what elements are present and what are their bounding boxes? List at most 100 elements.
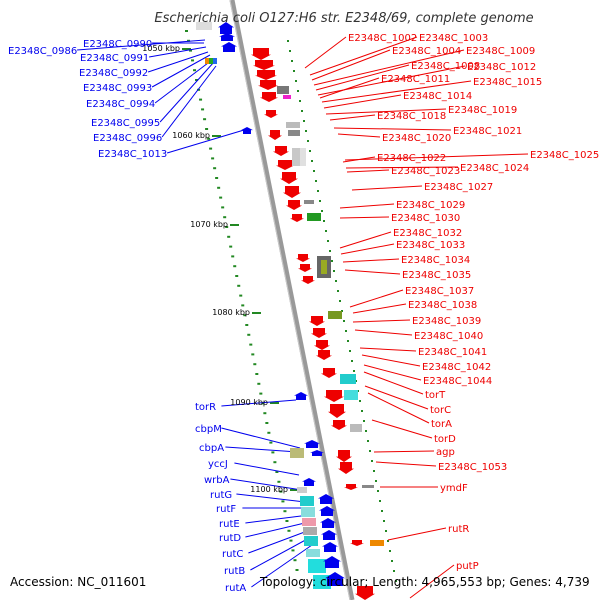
gene-label-reverse: torT <box>425 390 446 401</box>
gene-reverse <box>268 130 282 140</box>
gene-label-reverse: E2348C_1004 <box>392 46 461 57</box>
gene-connector-forward <box>154 59 213 104</box>
gene-connector-reverse <box>340 243 395 255</box>
gene-feature <box>362 485 374 488</box>
ruler-label: 1090 kbp <box>230 398 268 407</box>
ruler-dot-outer <box>347 340 349 342</box>
gene-connector-reverse <box>309 36 418 76</box>
ruler-dot-outer <box>379 500 381 502</box>
gene-label-reverse: E2348C_1033 <box>396 240 465 251</box>
gene-label-reverse: E2348C_1018 <box>377 111 446 122</box>
gene-label-reverse: E2348C_1023 <box>391 166 460 177</box>
ruler-dot-outer <box>373 470 375 472</box>
ruler-dot-outer <box>305 130 307 132</box>
gene-label-reverse: putP <box>456 561 479 572</box>
gene-label-forward: E2348C_1013 <box>98 149 167 160</box>
gene-connector-reverse <box>352 303 407 314</box>
ruler-dot-outer <box>335 280 337 282</box>
gene-feature <box>306 549 320 557</box>
ruler-dot-outer <box>361 410 363 412</box>
gene-reverse <box>301 276 315 284</box>
ruler-dot <box>237 284 241 287</box>
ruler-dot-outer <box>325 230 327 232</box>
gene-label-reverse: torD <box>434 434 456 445</box>
ruler-dot-outer <box>387 540 389 542</box>
gene-forward <box>218 22 234 34</box>
ruler-dot <box>245 324 249 326</box>
ruler-dot-outer <box>375 480 377 482</box>
gene-connector-reverse <box>329 114 376 121</box>
ruler-dot-outer <box>303 120 305 122</box>
ruler-dot-outer <box>289 50 291 52</box>
gene-connector-forward <box>77 39 206 51</box>
ruler-dot-outer <box>343 320 345 322</box>
gene-feature <box>300 496 314 506</box>
gene-connector-reverse <box>361 354 421 367</box>
ruler-dot <box>277 480 281 483</box>
gene-forward <box>319 506 335 516</box>
gene-connector-forward <box>151 54 211 88</box>
gene-feature <box>350 424 362 432</box>
ruler-dot <box>191 59 195 62</box>
map-features <box>77 0 529 600</box>
gene-reverse <box>253 60 275 70</box>
gene-forward <box>221 42 237 52</box>
gene-label-reverse: E2348C_1040 <box>414 331 483 342</box>
gene-connector-reverse <box>342 258 400 263</box>
gene-connector-reverse <box>342 156 376 163</box>
ruler-dot <box>249 343 253 346</box>
gene-label-reverse: E2348C_1019 <box>448 105 517 116</box>
ruler-dot <box>265 422 269 424</box>
gene-connector-reverse <box>311 49 391 81</box>
gene-label-forward: rutD <box>219 533 241 544</box>
gene-label-reverse: torC <box>430 405 451 416</box>
gene-forward <box>318 494 334 504</box>
ruler-tick <box>182 48 191 50</box>
gene-reverse <box>350 540 364 546</box>
gene-other <box>213 58 217 64</box>
gene-feature <box>302 518 316 526</box>
ruler-dot <box>185 30 188 32</box>
gene-label-reverse: E2348C_1002 <box>348 33 417 44</box>
ruler-dot <box>285 520 289 522</box>
gene-label-forward: rutC <box>222 549 243 560</box>
gene-connector-reverse <box>349 289 404 308</box>
gene-connector-forward <box>234 462 300 476</box>
ruler-dot-outer <box>353 370 355 372</box>
gene-label-reverse: E2348C_1020 <box>382 133 451 144</box>
gene-connector-reverse <box>363 364 422 381</box>
gene-connector-reverse <box>345 166 459 169</box>
gene-other <box>209 58 213 64</box>
ruler-dot <box>251 353 255 356</box>
gene-connector-reverse <box>325 108 447 115</box>
gene-forward <box>310 450 324 456</box>
gene-label-reverse: E2348C_1014 <box>403 91 472 102</box>
gene-feature <box>290 448 304 458</box>
gene-connector-forward <box>250 536 312 571</box>
gene-forward <box>302 478 316 486</box>
gene-label-reverse: E2348C_1037 <box>405 286 474 297</box>
ruler-dot <box>275 471 279 473</box>
ruler-dot-outer <box>287 40 289 42</box>
gene-reverse <box>264 110 278 118</box>
ruler-dot <box>215 177 219 179</box>
gene-connector-forward <box>248 529 311 554</box>
gene-connector-reverse <box>333 127 452 131</box>
gene-reverse <box>290 214 304 222</box>
gene-label-forward: E2348C_0994 <box>86 99 155 110</box>
ruler-dot-outer <box>349 350 351 352</box>
gene-label-reverse: E2348C_1009 <box>466 46 535 57</box>
ruler-dot <box>267 431 271 434</box>
ruler-dot <box>259 392 263 395</box>
gene-forward <box>325 572 345 586</box>
gene-connector-reverse <box>364 385 429 410</box>
gene-reverse <box>255 70 277 80</box>
gene-feature <box>328 311 342 319</box>
gene-reverse <box>258 80 278 90</box>
gene-label-forward: rutF <box>216 504 236 515</box>
gene-connector-forward <box>221 399 297 407</box>
gene-connector-reverse <box>313 49 465 86</box>
ruler-dot <box>229 245 233 248</box>
ruler-dot <box>189 49 193 52</box>
ruler-dot-outer <box>391 560 393 562</box>
